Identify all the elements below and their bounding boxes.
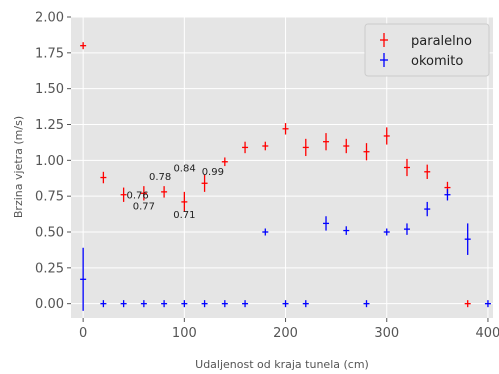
legend-items: paralelno okomito (380, 33, 472, 69)
legend-label: paralelno (411, 34, 472, 49)
y-tick-label: 0.75 (35, 190, 64, 205)
data-point (363, 300, 370, 308)
data-point (424, 164, 431, 179)
x-axis-label: Udaljenost od kraja tunela (cm) (195, 358, 369, 371)
data-point (343, 226, 350, 235)
x-tick-label: 200 (273, 326, 298, 341)
data-point (363, 143, 370, 161)
data-point (161, 186, 168, 198)
data-point (424, 201, 431, 217)
data-point (403, 223, 410, 235)
series-okomito (80, 189, 491, 311)
legend-box (364, 23, 490, 77)
y-axis-label: Brzina vjetra (m/s) (12, 116, 25, 218)
y-tick-label: 1.00 (35, 154, 64, 169)
data-point (100, 171, 107, 184)
data-point (80, 42, 87, 50)
y-tick-label: 0.00 (35, 297, 64, 312)
data-point (140, 300, 147, 308)
data-point (484, 300, 491, 308)
y-tick-label: 1.25 (35, 118, 64, 133)
x-tick-label: 0 (79, 326, 87, 341)
data-label: 0.84 (173, 163, 195, 174)
data-point (302, 300, 309, 308)
data-point (242, 300, 249, 308)
data-point (262, 228, 269, 236)
x-tick-label: 300 (374, 326, 399, 341)
x-tick-label: 100 (172, 326, 197, 341)
data-point (140, 186, 147, 201)
data-label: 0.78 (149, 172, 171, 183)
data-point (181, 191, 188, 212)
y-tick-label: 2.00 (35, 11, 64, 26)
data-point (262, 141, 269, 151)
x-ticks: 0 100 200 300 400 (79, 318, 499, 341)
data-point (80, 247, 87, 311)
data-point (201, 300, 208, 308)
data-point (120, 187, 127, 202)
annotations-layer: 0.760.77 0.78 0.71 0.84 0.99 (126, 163, 223, 221)
data-point (302, 138, 309, 157)
y-tick-label: 0.50 (35, 226, 64, 241)
data-point (464, 300, 471, 308)
data-point (383, 127, 390, 145)
data-point (120, 300, 127, 308)
series-layer (80, 42, 491, 311)
y-ticks: 0.00 0.25 0.50 0.75 1.00 1.25 1.50 1.75 2.00 (35, 11, 71, 312)
data-point (282, 123, 289, 135)
data-label: 0.99 (202, 167, 224, 178)
y-tick-label: 1.50 (35, 82, 64, 97)
data-point (221, 300, 228, 308)
y-tick-label: 0.25 (35, 261, 64, 276)
data-point (221, 157, 228, 167)
data-point (403, 158, 410, 177)
legend-label: okomito (411, 54, 463, 69)
data-point (181, 300, 188, 308)
data-point (161, 300, 168, 308)
data-point (100, 300, 107, 308)
data-label: 0.76 (126, 191, 148, 202)
legend-item-okomito: okomito (380, 53, 463, 69)
data-point (343, 138, 350, 154)
legend: paralelno okomito (364, 23, 490, 77)
data-point (282, 300, 289, 308)
data-point (201, 174, 208, 192)
data-point (242, 141, 249, 154)
data-point (383, 228, 390, 236)
x-tick-label: 400 (476, 326, 499, 341)
data-point (323, 216, 330, 231)
data-point (444, 189, 451, 201)
legend-item-paralelno: paralelno (380, 33, 472, 49)
y-tick-label: 1.75 (35, 46, 64, 61)
data-label: 0.71 (173, 210, 195, 221)
data-point (464, 223, 471, 255)
series-paralelno (80, 42, 471, 308)
data-point (323, 133, 330, 151)
data-label: 0.77 (133, 201, 155, 212)
